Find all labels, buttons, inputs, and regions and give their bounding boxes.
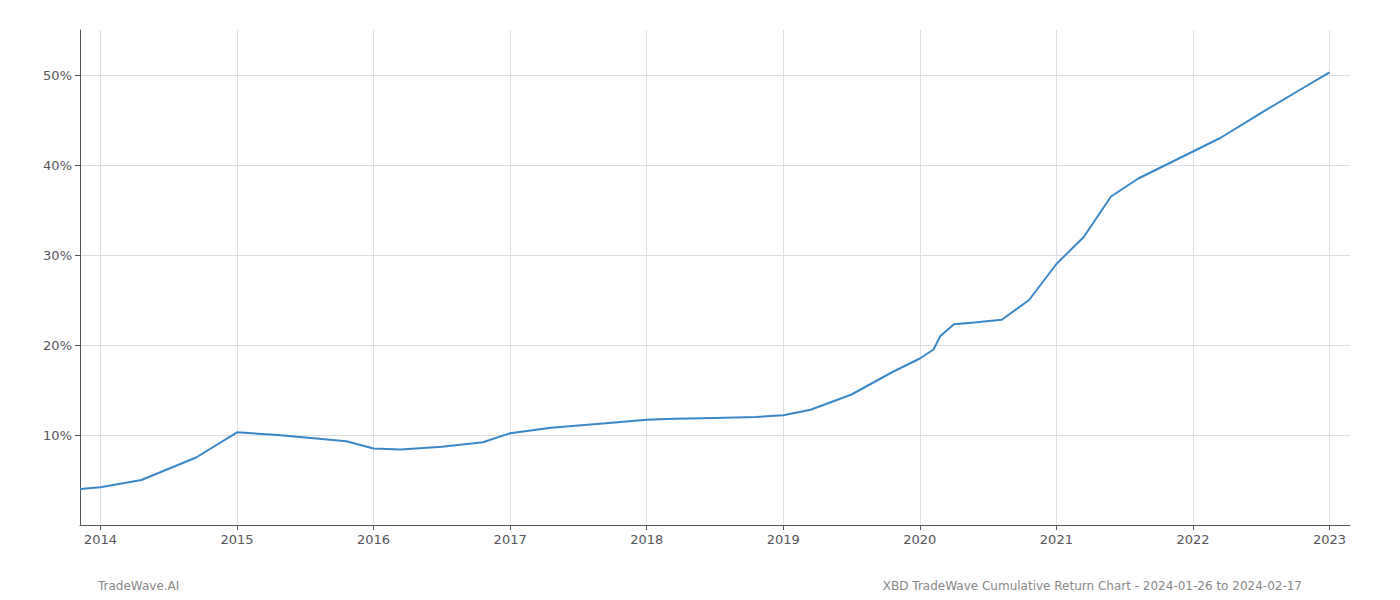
svg-text:2017: 2017 bbox=[494, 532, 527, 547]
svg-text:2019: 2019 bbox=[767, 532, 800, 547]
svg-text:2018: 2018 bbox=[630, 532, 663, 547]
svg-text:20%: 20% bbox=[43, 338, 72, 353]
svg-text:XBD TradeWave Cumulative Retur: XBD TradeWave Cumulative Return Chart - … bbox=[883, 579, 1302, 593]
svg-text:50%: 50% bbox=[43, 68, 72, 83]
svg-text:TradeWave.AI: TradeWave.AI bbox=[97, 579, 179, 593]
svg-text:2015: 2015 bbox=[220, 532, 253, 547]
svg-text:2021: 2021 bbox=[1040, 532, 1073, 547]
svg-text:40%: 40% bbox=[43, 158, 72, 173]
svg-text:10%: 10% bbox=[43, 428, 72, 443]
svg-text:30%: 30% bbox=[43, 248, 72, 263]
svg-text:2016: 2016 bbox=[357, 532, 390, 547]
svg-text:2023: 2023 bbox=[1313, 532, 1346, 547]
svg-text:2020: 2020 bbox=[903, 532, 936, 547]
svg-text:2014: 2014 bbox=[84, 532, 117, 547]
svg-text:2022: 2022 bbox=[1176, 532, 1209, 547]
